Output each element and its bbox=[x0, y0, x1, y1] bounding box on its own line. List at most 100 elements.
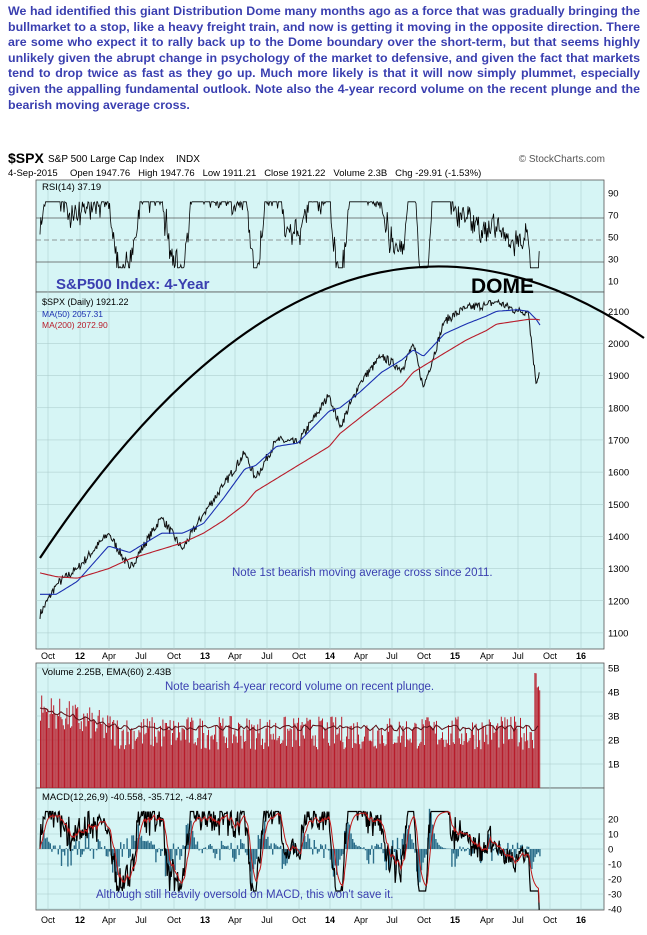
volume-bar bbox=[234, 730, 236, 788]
macd-histogram-bar bbox=[435, 839, 437, 849]
volume-bar bbox=[49, 713, 51, 788]
volume-bar bbox=[472, 722, 473, 788]
volume-bar bbox=[508, 739, 509, 788]
volume-bar bbox=[218, 717, 220, 788]
volume-bar bbox=[146, 718, 148, 788]
volume-bar bbox=[115, 724, 117, 788]
x-axis-label: Apr bbox=[102, 651, 116, 661]
volume-bar bbox=[155, 736, 157, 788]
price-tick-label: 1900 bbox=[608, 371, 629, 382]
macd-histogram-bar bbox=[368, 849, 370, 864]
volume-bar bbox=[94, 721, 95, 788]
macd-histogram-bar bbox=[108, 849, 111, 852]
macd-histogram-bar bbox=[134, 840, 136, 849]
volume-bar bbox=[413, 727, 415, 788]
volume-bar bbox=[64, 729, 65, 788]
volume-bar bbox=[440, 738, 442, 788]
macd-histogram-bar bbox=[539, 849, 541, 857]
volume-bar bbox=[458, 738, 460, 788]
price-tick-label: 1100 bbox=[608, 628, 628, 639]
macd-histogram-bar bbox=[329, 849, 331, 860]
volume-bar bbox=[329, 745, 331, 788]
macd-histogram-bar bbox=[129, 849, 131, 857]
volume-bar bbox=[392, 744, 394, 788]
macd-histogram-bar bbox=[92, 849, 95, 859]
volume-bar bbox=[294, 723, 296, 788]
x-axis-label: 13 bbox=[200, 915, 210, 925]
macd-histogram-bar bbox=[280, 845, 282, 849]
volume-bar bbox=[150, 744, 152, 788]
x-axis-label: Oct bbox=[543, 651, 558, 661]
volume-bar bbox=[432, 728, 434, 788]
volume-bar bbox=[515, 721, 517, 788]
volume-bar bbox=[386, 723, 388, 788]
macd-histogram-bar bbox=[369, 849, 371, 855]
volume-bar bbox=[316, 747, 317, 788]
volume-bar bbox=[228, 725, 230, 788]
volume-bar bbox=[167, 726, 169, 788]
macd-histogram-bar bbox=[97, 839, 99, 849]
volume-bar bbox=[512, 728, 514, 788]
volume-bar bbox=[70, 727, 71, 788]
macd-histogram-bar bbox=[364, 849, 367, 851]
macd-histogram-bar bbox=[515, 849, 517, 858]
volume-bar bbox=[312, 735, 314, 788]
macd-histogram-bar bbox=[492, 849, 495, 851]
volume-bar bbox=[419, 743, 421, 788]
macd-histogram-bar bbox=[251, 849, 253, 884]
volume-bar bbox=[160, 725, 161, 788]
volume-bar bbox=[151, 717, 153, 788]
volume-bar bbox=[196, 745, 197, 788]
macd-histogram-bar bbox=[374, 846, 376, 849]
volume-bar bbox=[374, 745, 376, 788]
x-axis-label: Oct bbox=[41, 651, 56, 661]
volume-bar bbox=[509, 739, 511, 788]
macd-histogram-bar bbox=[230, 842, 232, 849]
volume-bar bbox=[355, 743, 357, 788]
macd-histogram-bar bbox=[254, 849, 256, 865]
volume-bar bbox=[397, 736, 399, 788]
volume-bar bbox=[457, 716, 459, 788]
macd-histogram-bar bbox=[377, 844, 379, 849]
volume-bar bbox=[400, 742, 401, 788]
ma200-line bbox=[39, 318, 541, 579]
price-legend-ma200: MA(200) 2072.90 bbox=[42, 320, 108, 330]
volume-bar bbox=[524, 741, 526, 788]
volume-bar bbox=[385, 744, 387, 788]
macd-histogram-bar bbox=[528, 846, 530, 849]
volume-bar bbox=[288, 730, 290, 788]
volume-bar bbox=[289, 728, 291, 788]
x-axis-label: Jul bbox=[261, 915, 273, 925]
volume-bar bbox=[371, 741, 373, 788]
macd-histogram-bar bbox=[328, 849, 330, 851]
x-axis-label: 14 bbox=[325, 651, 335, 661]
macd-histogram-bar bbox=[240, 839, 242, 849]
volume-bar bbox=[410, 742, 412, 788]
volume-bar bbox=[102, 717, 104, 788]
macd-histogram-bar bbox=[128, 849, 130, 858]
price-panel bbox=[35, 291, 605, 650]
volume-bar bbox=[422, 724, 424, 788]
macd-histogram-bar bbox=[48, 841, 50, 849]
volume-bar bbox=[83, 713, 85, 788]
volume-bar bbox=[248, 719, 250, 788]
macd-histogram-bar bbox=[324, 844, 327, 849]
macd-histogram-bar bbox=[342, 849, 344, 855]
x-axis-label: Oct bbox=[417, 915, 432, 925]
volume-bar bbox=[156, 742, 158, 788]
volume-bar bbox=[384, 745, 386, 788]
macd-histogram-bar bbox=[67, 849, 69, 867]
volume-bar bbox=[504, 717, 506, 788]
volume-bar bbox=[125, 745, 127, 788]
macd-histogram-bar bbox=[137, 824, 139, 849]
macd-histogram-bar bbox=[459, 846, 461, 849]
volume-bar bbox=[220, 722, 221, 788]
rsi-tick-label: 90 bbox=[608, 189, 619, 200]
volume-bar bbox=[344, 747, 346, 788]
macd-signal-line bbox=[39, 811, 540, 903]
volume-bar bbox=[138, 730, 140, 788]
volume-bar bbox=[340, 740, 341, 788]
macd-histogram-bar bbox=[307, 834, 309, 849]
volume-bar bbox=[72, 705, 74, 788]
macd-histogram-bar bbox=[347, 822, 349, 849]
